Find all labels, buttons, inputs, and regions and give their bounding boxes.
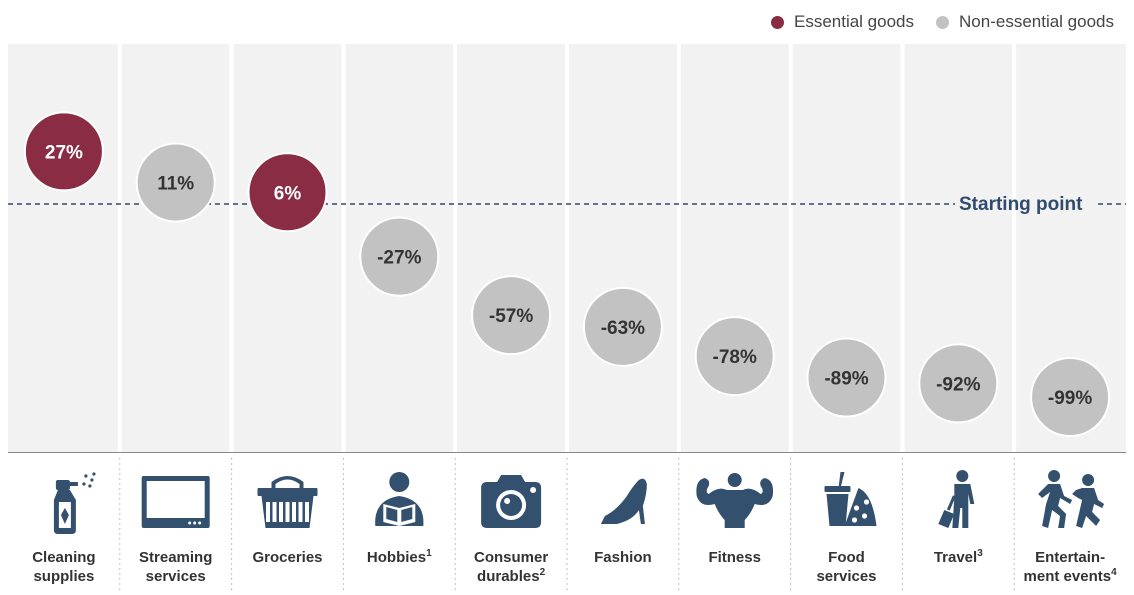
value-label: -57% <box>489 306 533 327</box>
traveler-icon <box>938 470 975 528</box>
value-label: 11% <box>157 174 194 195</box>
legend-item-nonessential: Non-essential goods <box>936 12 1114 32</box>
value-label: 27% <box>45 142 83 163</box>
category-label: Consumer <box>474 549 548 566</box>
footnote-marker: 2 <box>540 567 546 578</box>
value-label: -99% <box>1048 388 1092 409</box>
baseline-label: Starting point <box>959 194 1083 215</box>
value-bubble <box>359 216 440 297</box>
value-bubble <box>247 152 328 233</box>
value-bubble <box>1030 357 1111 438</box>
category-label: Hobbies1 <box>367 548 432 566</box>
legend-swatch-essential <box>770 15 784 29</box>
category-label: services <box>146 568 206 585</box>
category-label: supplies <box>33 568 94 585</box>
tv-icon <box>141 476 210 528</box>
category-label: Cleaning <box>32 549 95 566</box>
legend-item-essential: Essential goods <box>770 12 915 32</box>
value-label: 6% <box>274 183 302 204</box>
legend: Essential goods Non-essential goods <box>770 10 1114 34</box>
category-label: Fitness <box>708 549 761 566</box>
value-bubble <box>806 337 887 418</box>
legend-swatch-nonessential <box>936 15 950 29</box>
category-label: Groceries <box>252 549 322 566</box>
value-bubble <box>582 286 663 367</box>
footnote-marker: 4 <box>1111 567 1117 578</box>
reader-icon <box>375 472 424 526</box>
value-label: -78% <box>713 347 757 368</box>
value-bubble <box>694 316 775 397</box>
category-label: durables2 <box>477 567 546 585</box>
value-bubble <box>135 142 216 223</box>
running-people-icon <box>1038 470 1105 528</box>
category-label: services <box>816 568 876 585</box>
category-label: Streaming <box>139 549 212 566</box>
value-label: -27% <box>377 248 421 269</box>
footnote-marker: 3 <box>977 548 983 559</box>
value-label: -92% <box>936 374 980 395</box>
value-bubble <box>471 275 552 356</box>
value-label: -89% <box>824 369 868 390</box>
high-heel-icon <box>600 478 647 524</box>
camera-icon <box>481 475 542 528</box>
category-label: Fashion <box>594 549 652 566</box>
value-bubble <box>918 343 999 424</box>
category-label: Travel3 <box>934 548 983 566</box>
legend-label-nonessential: Non-essential goods <box>959 12 1114 31</box>
value-label: -63% <box>601 318 645 339</box>
category-label: ment events4 <box>1024 567 1118 585</box>
spray-bottle-icon <box>53 472 96 534</box>
drink-pizza-icon <box>824 472 877 526</box>
category-label: Entertain- <box>1035 549 1105 566</box>
basket-icon <box>257 476 318 528</box>
value-bubble <box>23 111 104 192</box>
legend-label-essential: Essential goods <box>793 12 915 31</box>
category-label: Food <box>828 549 865 566</box>
footnote-marker: 1 <box>426 548 432 559</box>
bodybuilder-icon <box>696 473 774 528</box>
